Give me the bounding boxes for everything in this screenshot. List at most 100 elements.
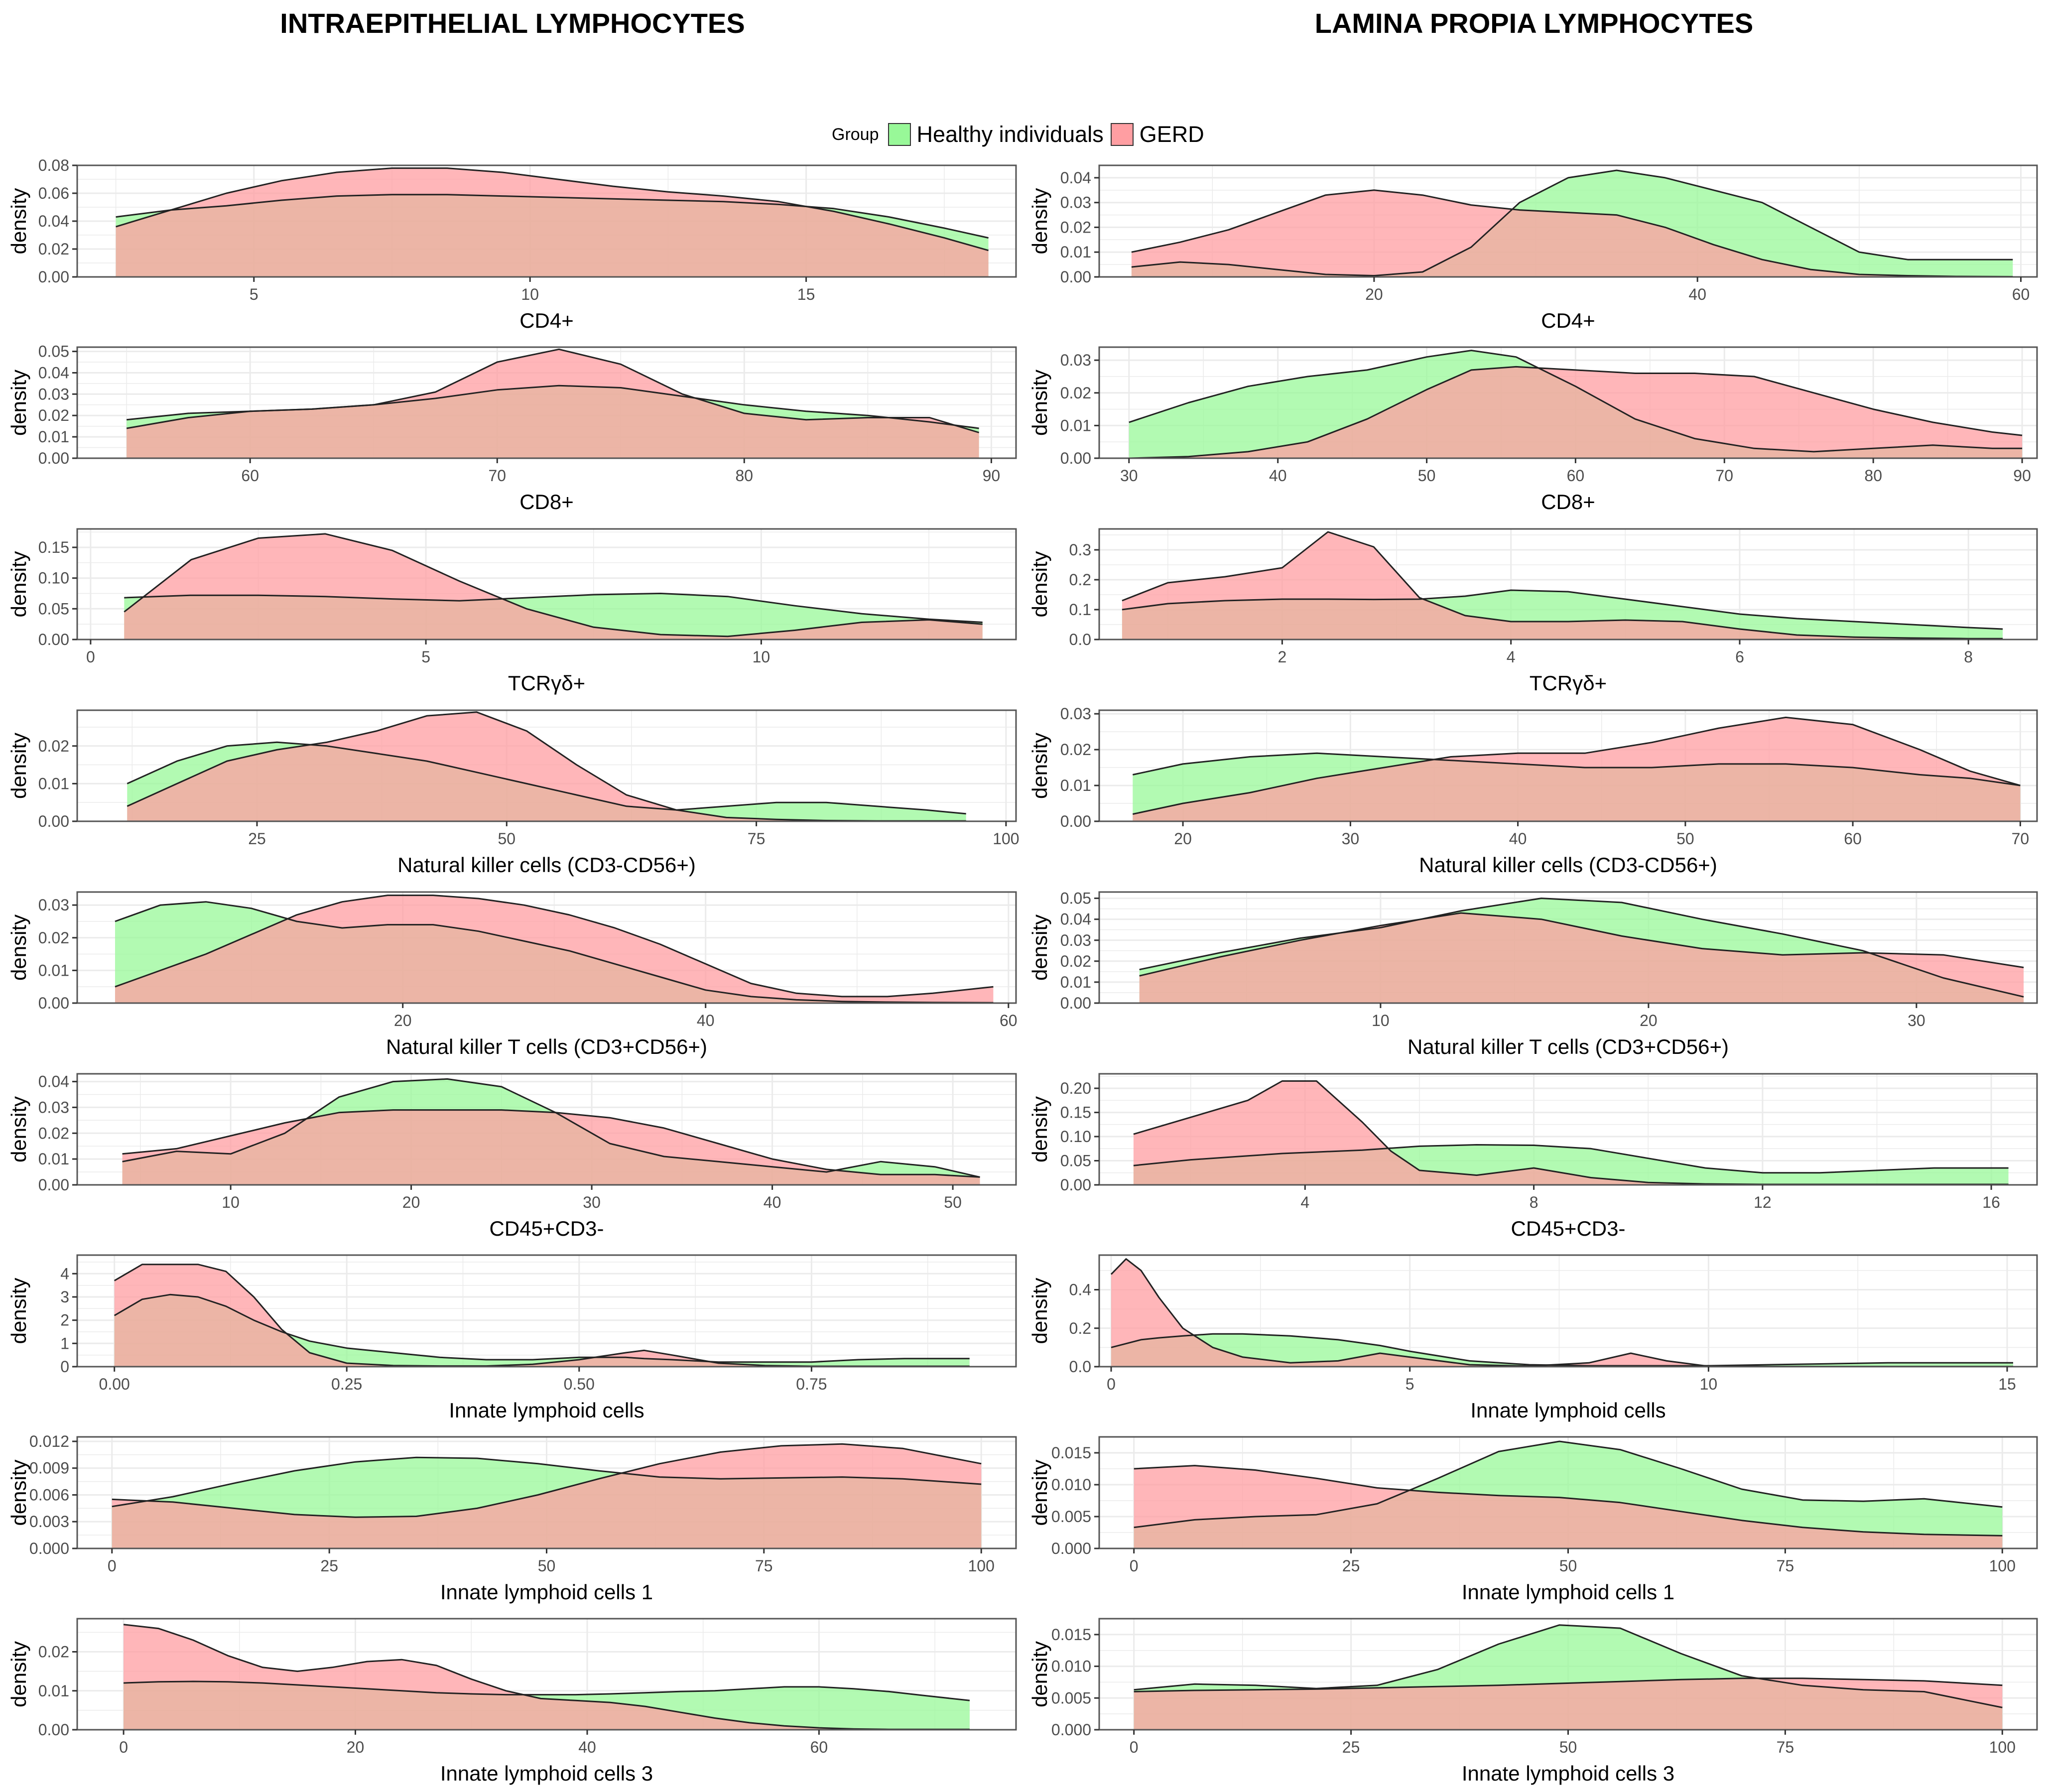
y-tick-label: 0.05 bbox=[38, 600, 69, 618]
y-tick-label: 0.10 bbox=[38, 569, 69, 587]
y-tick-label: 0.03 bbox=[1060, 931, 1091, 949]
x-tick-label: 75 bbox=[1777, 1557, 1794, 1575]
x-axis-title: CD4+ bbox=[519, 309, 574, 332]
x-axis-title: CD8+ bbox=[519, 490, 574, 513]
density-line-gerd bbox=[1134, 1677, 2003, 1692]
density-panel-left-2: 0.00 0.01 0.02 0.03 0.04 0.05 60 70 80 90 CD8+ dens… bbox=[7, 343, 1017, 513]
panel-border bbox=[1098, 346, 2038, 459]
y-tick-label: 0.00 bbox=[38, 994, 69, 1012]
x-axis-title: CD45+CD3- bbox=[490, 1217, 604, 1240]
y-tick-label: 3 bbox=[60, 1288, 69, 1306]
x-axis-title: Innate lymphoid cells bbox=[449, 1399, 644, 1422]
x-axis-title: TCRγδ+ bbox=[1530, 671, 1607, 695]
x-tick-label: 5 bbox=[1406, 1375, 1414, 1393]
x-tick-label: 0 bbox=[108, 1557, 117, 1575]
y-tick-label: 0.03 bbox=[1060, 194, 1091, 212]
density-line-healthy bbox=[114, 1293, 970, 1363]
density-line-healthy bbox=[124, 593, 983, 623]
panel-border bbox=[1098, 891, 2038, 1004]
density-area-healthy bbox=[1111, 1334, 2013, 1367]
density-line-healthy bbox=[124, 1680, 970, 1701]
y-tick-label: 0.02 bbox=[38, 929, 69, 947]
x-tick-label: 15 bbox=[1998, 1375, 2016, 1393]
y-tick-label: 0.02 bbox=[1060, 218, 1091, 236]
y-tick-label: 0.15 bbox=[1060, 1104, 1091, 1122]
density-line-gerd bbox=[1134, 1465, 2003, 1536]
density-line-gerd bbox=[115, 895, 994, 998]
density-area-gerd bbox=[1111, 1259, 2013, 1367]
density-panel-left-8: 0.000 0.003 0.006 0.009 0.012 0 25 50 75 100 Innat… bbox=[7, 1432, 1017, 1604]
y-axis-title: density bbox=[7, 1096, 30, 1162]
panel-border bbox=[76, 891, 1017, 1004]
x-tick-label: 40 bbox=[764, 1193, 781, 1211]
x-tick-label: 60 bbox=[1844, 830, 1862, 848]
y-tick-label: 0.01 bbox=[38, 774, 69, 792]
y-tick-label: 0.00 bbox=[1060, 812, 1091, 830]
x-axis-title: CD4+ bbox=[1541, 309, 1595, 332]
x-tick-label: 70 bbox=[2012, 830, 2030, 848]
x-tick-label: 15 bbox=[797, 285, 815, 303]
x-tick-label: 0.50 bbox=[564, 1375, 595, 1393]
x-tick-label: 60 bbox=[2012, 285, 2030, 303]
density-line-healthy bbox=[1131, 169, 2013, 276]
y-tick-label: 0.015 bbox=[1051, 1626, 1091, 1644]
density-area-gerd bbox=[1122, 532, 2003, 640]
x-tick-label: 10 bbox=[1700, 1375, 1718, 1393]
density-area-gerd bbox=[127, 712, 966, 821]
y-tick-label: 0 bbox=[60, 1358, 69, 1376]
y-tick-label: 0.08 bbox=[38, 156, 69, 174]
x-tick-label: 50 bbox=[944, 1193, 962, 1211]
x-axis-title: Innate lymphoid cells 3 bbox=[1462, 1762, 1674, 1785]
x-tick-label: 5 bbox=[421, 648, 430, 666]
x-tick-label: 0.25 bbox=[331, 1375, 362, 1393]
x-tick-label: 40 bbox=[1688, 285, 1706, 303]
x-tick-label: 30 bbox=[1120, 467, 1138, 485]
x-tick-label: 20 bbox=[347, 1738, 365, 1756]
y-tick-label: 0.000 bbox=[1051, 1539, 1091, 1557]
x-tick-label: 25 bbox=[320, 1557, 338, 1575]
x-tick-label: 90 bbox=[983, 467, 1001, 485]
y-tick-label: 0.2 bbox=[1069, 1319, 1091, 1337]
density-panel-right-4: 0.00 0.01 0.02 0.03 20 30 40 50 60 70 Natural kill… bbox=[1028, 705, 2038, 877]
y-tick-label: 0.012 bbox=[29, 1432, 69, 1450]
y-tick-label: 0.02 bbox=[1060, 741, 1091, 759]
panel-border bbox=[1098, 164, 2038, 278]
y-tick-label: 0.00 bbox=[1060, 1176, 1091, 1194]
legend-label-healthy: Healthy individuals bbox=[916, 122, 1104, 147]
y-tick-label: 0.01 bbox=[38, 1682, 69, 1700]
x-tick-label: 40 bbox=[578, 1738, 596, 1756]
left-column-title: INTRAEPITHELIAL LYMPHOCYTES bbox=[280, 7, 745, 39]
x-tick-label: 25 bbox=[1342, 1557, 1360, 1575]
x-tick-label: 40 bbox=[1269, 467, 1287, 485]
y-tick-label: 0.1 bbox=[1069, 601, 1091, 619]
x-tick-label: 25 bbox=[1342, 1738, 1360, 1756]
x-tick-label: 100 bbox=[993, 830, 1019, 848]
x-axis-title: Natural killer cells (CD3-CD56+) bbox=[1419, 853, 1717, 877]
x-tick-label: 5 bbox=[250, 285, 258, 303]
density-area-gerd bbox=[1133, 1081, 2009, 1185]
y-axis-title: density bbox=[7, 733, 30, 799]
y-tick-label: 0.000 bbox=[1051, 1721, 1091, 1739]
density-line-gerd bbox=[126, 348, 980, 433]
y-axis-title: density bbox=[1028, 1278, 1051, 1344]
density-panel-left-1: 0.00 0.02 0.04 0.06 0.08 5 10 15 CD4+ density bbox=[7, 156, 1017, 332]
density-line-gerd bbox=[112, 1443, 982, 1518]
y-tick-label: 0.015 bbox=[1051, 1444, 1091, 1462]
y-tick-label: 0.00 bbox=[38, 268, 69, 286]
y-tick-label: 0.03 bbox=[1060, 351, 1091, 369]
x-axis-title: Natural killer T cells (CD3+CD56+) bbox=[386, 1035, 707, 1058]
x-axis-title: Natural killer T cells (CD3+CD56+) bbox=[1407, 1035, 1729, 1058]
y-tick-label: 0.4 bbox=[1069, 1281, 1091, 1299]
legend: Group Healthy individuals GERD bbox=[832, 120, 1211, 149]
y-tick-label: 0.04 bbox=[38, 364, 69, 382]
x-tick-label: 75 bbox=[748, 830, 766, 848]
x-axis-title: CD45+CD3- bbox=[1511, 1217, 1626, 1240]
y-axis-title: density bbox=[1028, 188, 1051, 254]
panel-border bbox=[1098, 528, 2038, 640]
density-line-gerd bbox=[122, 1109, 980, 1178]
y-tick-label: 0.01 bbox=[1060, 973, 1091, 991]
density-area-gerd bbox=[124, 1624, 970, 1730]
y-tick-label: 0.01 bbox=[1060, 776, 1091, 794]
y-tick-label: 0.06 bbox=[38, 184, 69, 202]
